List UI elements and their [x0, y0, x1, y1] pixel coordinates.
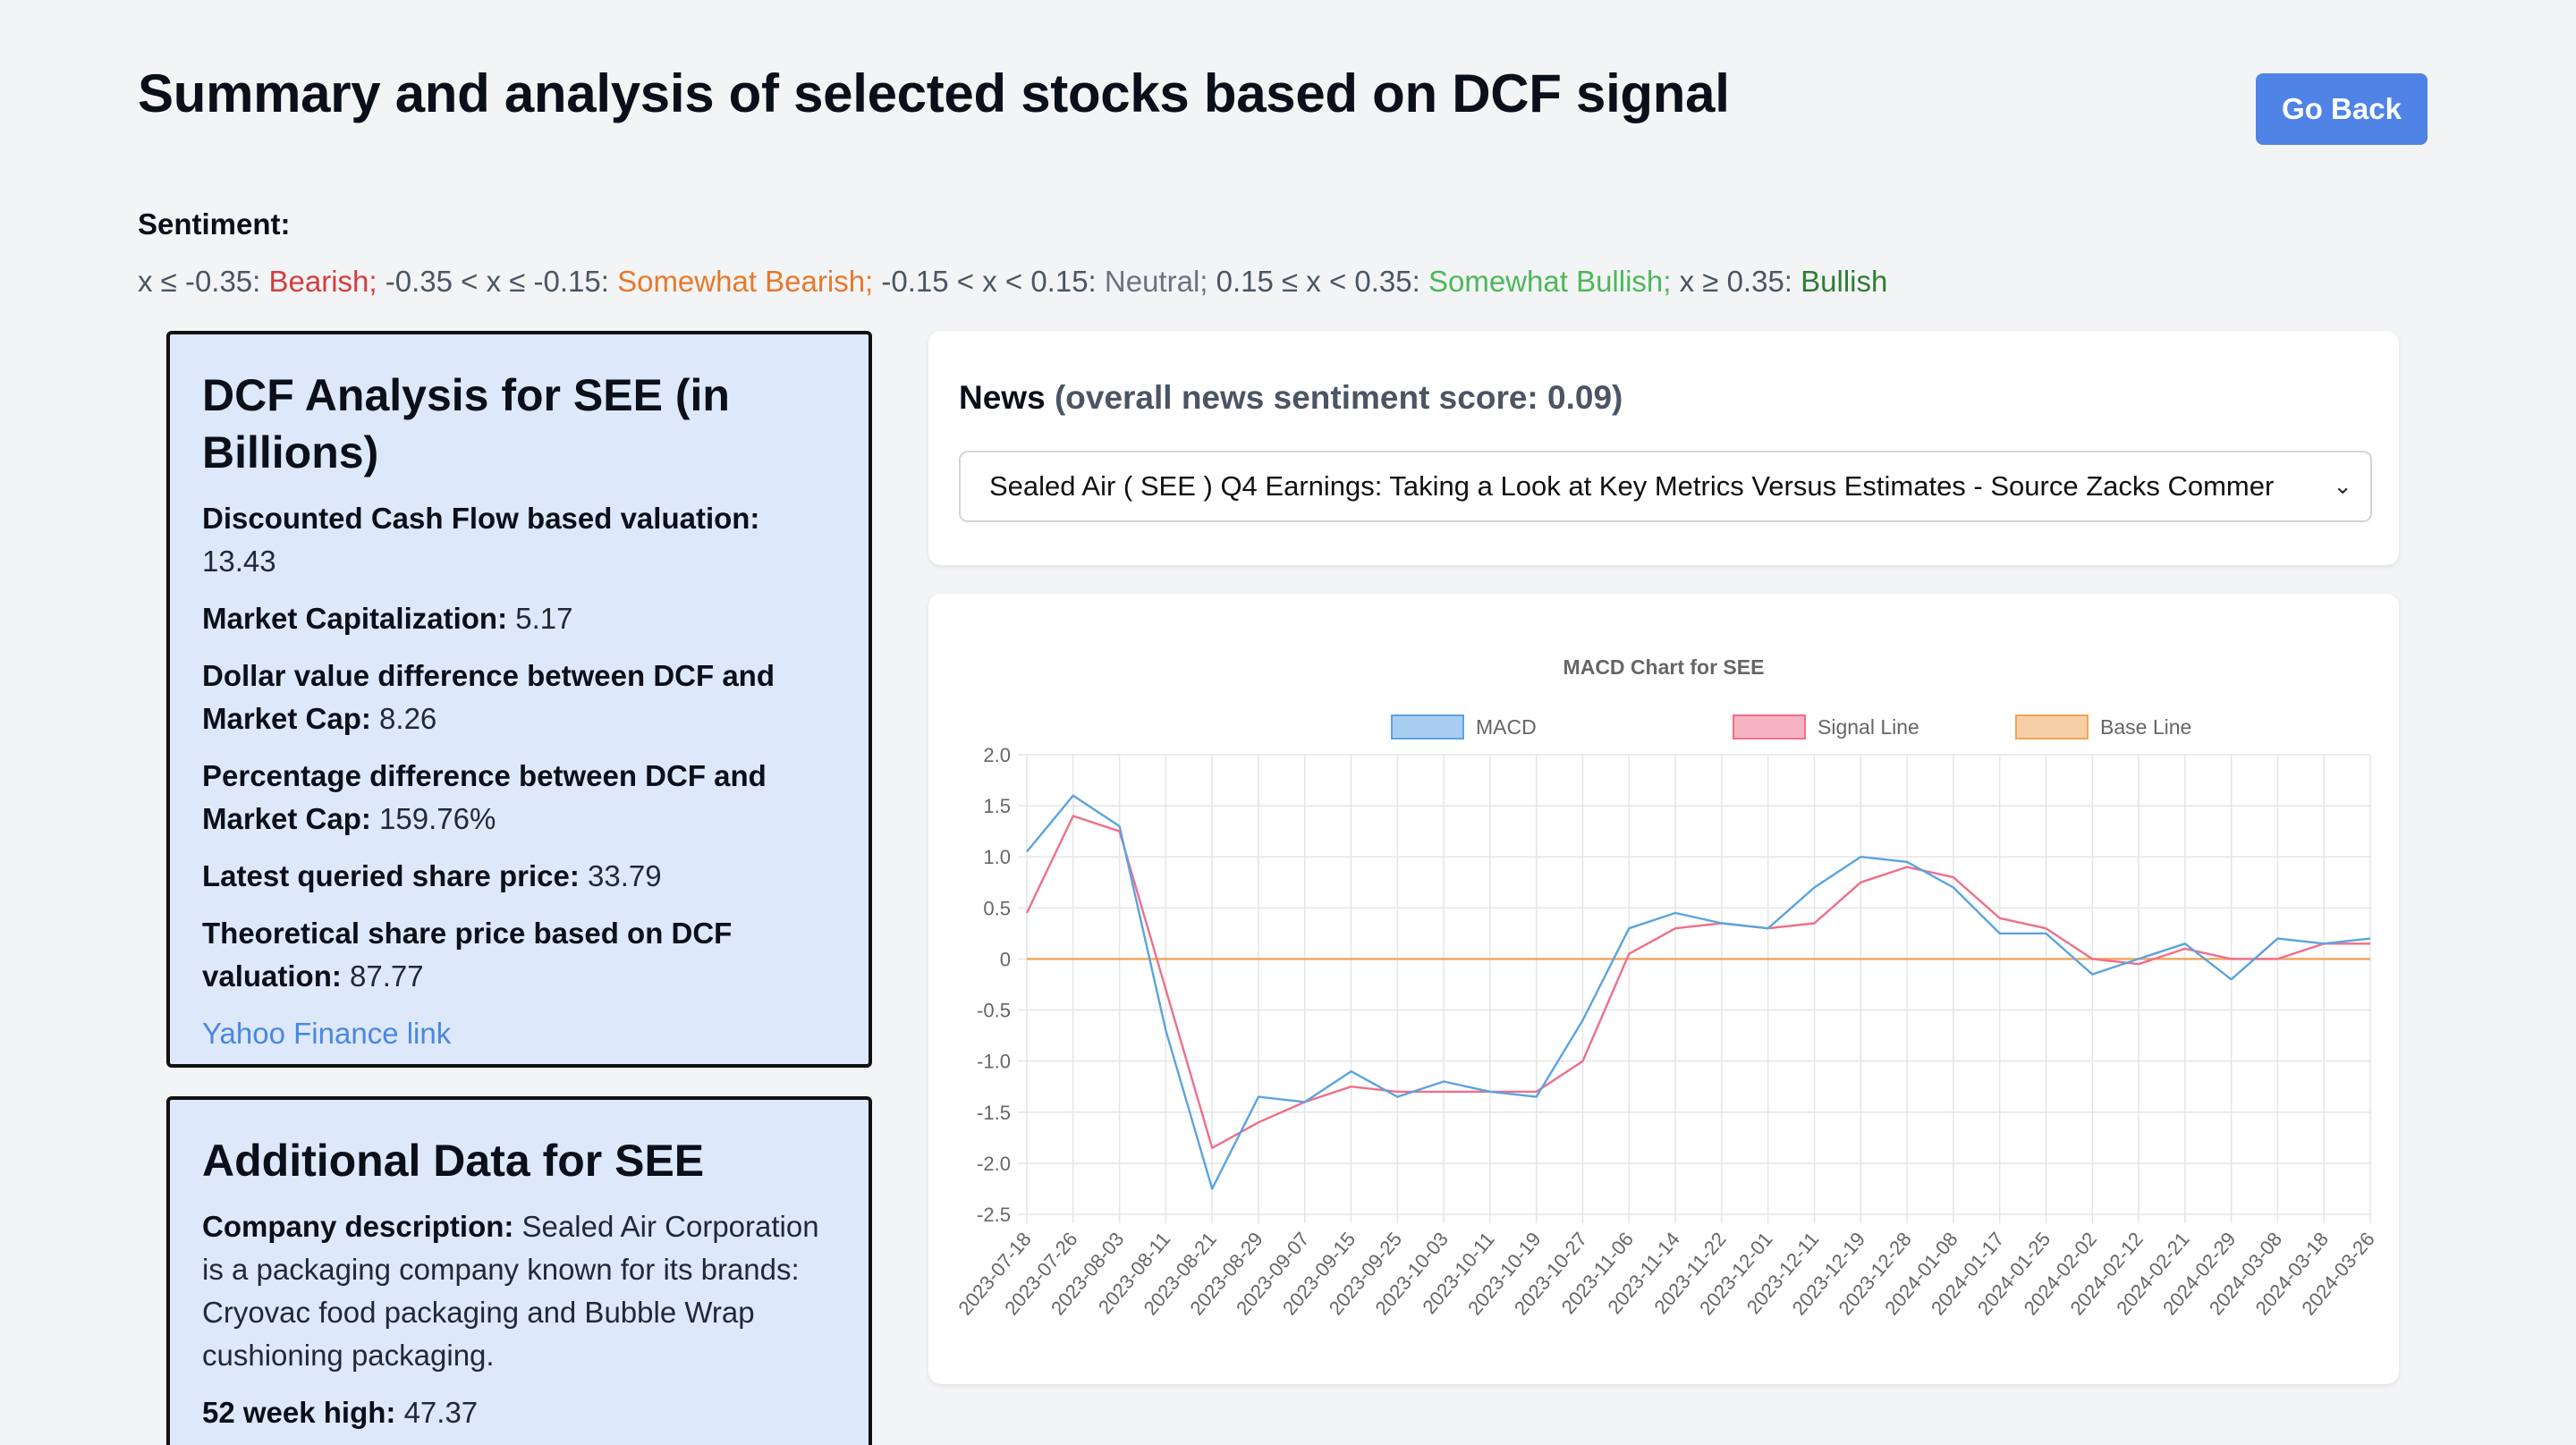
y-tick-label: 1.5: [983, 795, 1011, 817]
news-heading: News (overall news sentiment score: 0.09…: [959, 379, 1623, 417]
y-tick-label: -2.0: [977, 1153, 1011, 1175]
theoretical-price-label: Theoretical share price based on DCF val…: [202, 917, 733, 993]
chart-series: [1025, 794, 2371, 1190]
legend-label-macd-line: MACD: [1476, 715, 1537, 739]
sentiment-somewhat-bullish: Somewhat Bullish;: [1428, 265, 1672, 298]
additional-heading: Additional Data for SEE: [202, 1136, 705, 1186]
sentiment-bearish: Bearish;: [268, 265, 377, 298]
percent-diff-label: Percentage difference between DCF and Ma…: [202, 759, 767, 835]
week-high-value: 47.37: [395, 1396, 479, 1429]
signal-line: [1025, 815, 2370, 1149]
sentiment-neutral: Neutral;: [1104, 265, 1208, 298]
share-price-value: 33.79: [579, 859, 662, 892]
percent-diff-row: Percentage difference between DCF and Ma…: [202, 755, 836, 841]
sentiment-range-5: x ≥ 0.35:: [1671, 265, 1801, 298]
chart-grid: [1018, 754, 2371, 1223]
market-cap-label: Market Capitalization:: [202, 602, 508, 635]
y-tick-label: 2.0: [983, 744, 1011, 766]
news-selected-headline: Sealed Air ( SEE ) Q4 Earnings: Taking a…: [989, 470, 2275, 502]
news-score: (overall news sentiment score: 0.09): [1054, 379, 1623, 416]
dcf-valuation-value: 13.43: [202, 545, 276, 578]
sentiment-range-4: 0.15 ≤ x < 0.35:: [1208, 265, 1428, 298]
y-tick-label: -0.5: [977, 1000, 1011, 1022]
y-tick-label: -1.5: [977, 1102, 1011, 1124]
week-high-row: 52 week high: 47.37: [202, 1391, 836, 1434]
legend-label-base-line: Base Line: [2100, 715, 2191, 739]
y-axis-ticks: 2.0 1.5 1.0 0.5 0 -0.5 -1.0 -1.5 -2.0 -2.5: [977, 744, 1011, 1226]
market-cap-value: 5.17: [507, 602, 573, 635]
y-tick-label: 1.0: [983, 846, 1011, 868]
percent-diff-value: 159.76%: [370, 802, 496, 835]
market-cap-row: Market Capitalization: 5.17: [202, 597, 836, 640]
macd-chart-panel: MACD Chart for SEE MACD Signal Line Base L…: [928, 594, 2399, 1384]
week-high-label: 52 week high:: [202, 1396, 396, 1429]
yahoo-finance-link[interactable]: Yahoo Finance link: [202, 1017, 452, 1050]
sentiment-range-2: -0.35 < x ≤ -0.15:: [377, 265, 618, 298]
legend-swatch-base-line: [2015, 714, 2089, 739]
dcf-analysis-card: DCF Analysis for SEE (in Billions) Disco…: [166, 331, 872, 1068]
page-title: Summary and analysis of selected stocks …: [138, 63, 1730, 123]
macd-line: [1026, 794, 2371, 1190]
legend-swatch-macd-line: [1391, 714, 1464, 739]
chevron-down-icon: ⌄: [2333, 472, 2352, 499]
sentiment-legend: x ≤ -0.35: Bearish; -0.35 < x ≤ -0.15: S…: [138, 265, 1887, 299]
share-price-label: Latest queried share price:: [202, 859, 580, 892]
sentiment-label: Sentiment:: [138, 207, 291, 241]
theoretical-price-row: Theoretical share price based on DCF val…: [202, 912, 836, 998]
chart-legend: MACD Signal Line Base Line: [1391, 714, 2191, 739]
dcf-heading: DCF Analysis for SEE (in Billions): [202, 370, 730, 477]
legend-swatch-signal-line: [1733, 714, 1806, 739]
company-description-row: Company description: Sealed Air Corporat…: [202, 1205, 836, 1377]
dollar-diff-value: 8.26: [370, 702, 437, 735]
news-select[interactable]: Sealed Air ( SEE ) Q4 Earnings: Taking a…: [959, 451, 2372, 522]
dcf-valuation-label: Discounted Cash Flow based valuation:: [202, 502, 760, 535]
macd-chart: MACD Chart for SEE MACD Signal Line Base L…: [953, 655, 2378, 1319]
share-price-row: Latest queried share price: 33.79: [202, 855, 836, 898]
sentiment-range-3: -0.15 < x < 0.15:: [873, 265, 1105, 298]
company-description-value: Sealed Air Corporation is a packaging co…: [202, 1210, 819, 1372]
y-tick-label: -2.5: [977, 1204, 1011, 1226]
sentiment-somewhat-bearish: Somewhat Bearish;: [617, 265, 874, 298]
theoretical-price-value: 87.77: [341, 959, 424, 993]
chart-title: MACD Chart for SEE: [1563, 655, 1765, 679]
additional-data-card: Additional Data for SEE Company descript…: [166, 1096, 872, 1445]
legend-label-signal-line: Signal Line: [1818, 715, 1919, 739]
dcf-valuation-row: Discounted Cash Flow based valuation: 13…: [202, 497, 836, 583]
news-label: News: [959, 379, 1046, 416]
sentiment-range-1: x ≤ -0.35:: [138, 265, 269, 298]
go-back-button[interactable]: Go Back: [2256, 73, 2428, 145]
x-axis-ticks: 2023-07-182023-07-262023-08-032023-08-11…: [953, 1228, 2378, 1319]
y-tick-label: 0.5: [983, 897, 1011, 919]
company-description-label: Company description:: [202, 1210, 514, 1243]
dollar-diff-label: Dollar value difference between DCF and …: [202, 659, 775, 735]
dollar-diff-row: Dollar value difference between DCF and …: [202, 655, 836, 740]
y-tick-label: -1.0: [977, 1051, 1011, 1073]
news-panel: News (overall news sentiment score: 0.09…: [928, 331, 2399, 565]
y-tick-label: 0: [1000, 948, 1011, 970]
sentiment-bullish: Bullish: [1801, 265, 1888, 298]
